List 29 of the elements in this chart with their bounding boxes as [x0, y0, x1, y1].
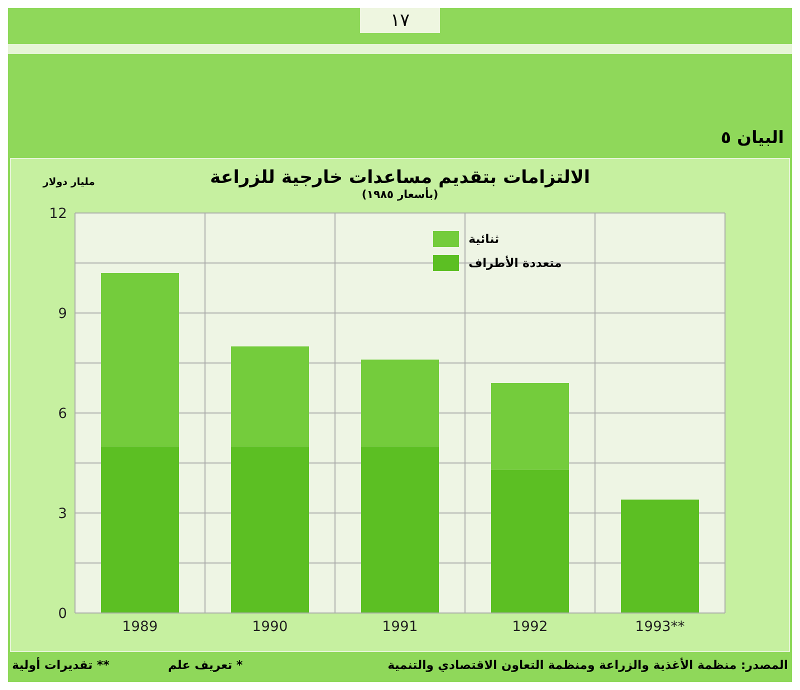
x-tick-label: 1990	[252, 618, 288, 635]
y-tick-label: 9	[58, 306, 67, 322]
y-axis-title: مليار دولار	[43, 177, 95, 188]
y-tick-label: 6	[58, 406, 68, 422]
x-tick-label: 1991	[382, 618, 418, 635]
bar	[361, 446, 439, 613]
x-tick-label: 1993**	[635, 618, 685, 635]
bar	[231, 446, 309, 613]
bar	[491, 470, 569, 613]
x-tick-label: 1992	[512, 618, 548, 635]
x-tick-label: 1989	[122, 618, 158, 635]
chart-title: الالتزامات بتقديم مساعدات خارجية للزراعة	[210, 167, 590, 188]
text: المصدر: منظمة الأغذية والزراعة ومنظمة التعاون الاقتصادي والتنمية	[388, 658, 788, 672]
bar	[231, 346, 309, 446]
y-tick-label: 12	[49, 206, 67, 222]
text: ** تقديرات أولية	[12, 658, 110, 672]
y-tick-label: 0	[58, 606, 67, 622]
text: ١٧	[360, 8, 440, 33]
text: البيان ٥	[720, 128, 784, 148]
legend-label: ثنائية	[468, 232, 500, 246]
bar	[361, 360, 439, 446]
bar	[491, 383, 569, 470]
bar	[621, 500, 699, 613]
text: * تعريف علم	[168, 658, 243, 672]
bar	[101, 273, 179, 446]
y-tick-label: 3	[58, 506, 67, 522]
bar	[101, 446, 179, 613]
chart-subtitle: (بأسعار ١٩٨٥)	[360, 188, 440, 201]
legend-label: متعددة الأطراف	[468, 256, 562, 270]
